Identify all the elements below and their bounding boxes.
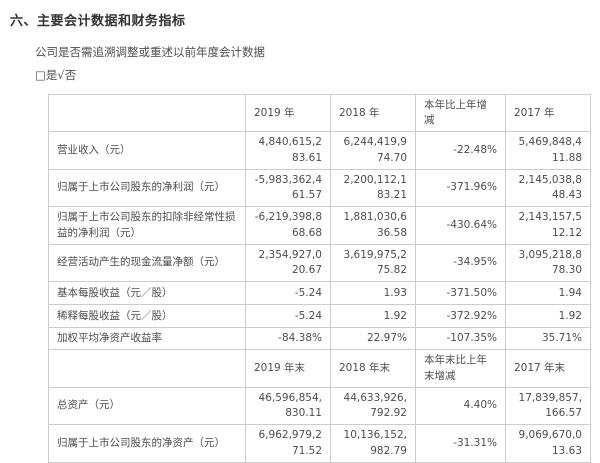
value-2018: 22.97% (330, 327, 416, 351)
table-row-net-profit: 归属于上市公司股东的净利润（元） -5,983,362,461.57 2,200… (48, 168, 591, 208)
value-2019: 4,840,615,283.61 (245, 131, 331, 170)
value-change: -107.35% (415, 327, 506, 351)
value-2017: 2,143,157,512.12 (505, 206, 591, 245)
value-2018: 10,136,152,982.79 (330, 424, 416, 463)
value-2019: -84.38% (245, 327, 331, 351)
value-change: -34.95% (415, 243, 506, 283)
value-change: -31.31% (415, 424, 506, 463)
table-row-weighted-avg-roe: 加权平均净资产收益率 -84.38% 22.97% -107.35% 35.71… (48, 327, 591, 351)
value-2017: 1.92 (505, 304, 591, 329)
value-change: 4.40% (415, 386, 506, 426)
table-row-net-profit-excl-nonrecurring: 归属于上市公司股东的扣除非经常性损益的净利润（元） -6,219,398,868… (48, 206, 591, 245)
value-2017: 5,469,848,411.88 (505, 131, 591, 170)
value-change: -372.92% (415, 304, 506, 329)
table-row-net-assets: 归属于上市公司股东的净资产（元） 6,962,979,271.52 10,136… (48, 424, 591, 463)
value-2019: -6,219,398,868.68 (245, 206, 331, 245)
financial-indicators-table: 2019 年 2018 年 本年比上年增减 2017 年 营业收入（元） 4,8… (48, 93, 591, 463)
value-2018: 1.92 (330, 304, 416, 329)
header-cell-yoy-change: 本年比上年增减 (415, 93, 506, 133)
row-label: 归属于上市公司股东的净利润（元） (48, 168, 246, 208)
value-change: -371.50% (415, 281, 506, 306)
value-2018: 1,881,030,636.58 (330, 206, 416, 245)
value-2018: 3,619,975,275.82 (330, 243, 416, 283)
value-2019: 2,354,927,020.67 (245, 243, 331, 283)
value-2018: 1.93 (330, 281, 416, 306)
value-2018: 2,200,112,183.21 (330, 168, 416, 208)
value-2019: -5,983,362,461.57 (245, 168, 331, 208)
header-cell-2018: 2018 年 (330, 93, 416, 133)
restate-question: 公司是否需追溯调整或重述以前年度会计数据 (35, 45, 265, 59)
header-row-annual: 2019 年 2018 年 本年比上年增减 2017 年 (48, 93, 591, 133)
header-cell-empty (48, 349, 246, 388)
value-2018: 44,633,926,792.92 (330, 386, 416, 426)
value-2019: -5.24 (245, 281, 331, 306)
value-change: -22.48% (415, 131, 506, 170)
value-2017: 35.71% (505, 327, 591, 351)
row-label: 总资产（元） (48, 386, 246, 426)
value-2017: 2,145,038,848.43 (505, 168, 591, 208)
header-cell-empty (48, 93, 246, 133)
value-2019: 6,962,979,271.52 (245, 424, 331, 463)
row-label: 营业收入（元） (48, 131, 246, 170)
value-change: -430.64% (415, 206, 506, 245)
value-2017: 17,839,857,166.57 (505, 386, 591, 426)
header-cell-2017-yearend: 2017 年末 (505, 349, 591, 388)
value-2019: 46,596,854,830.11 (245, 386, 331, 426)
row-label: 加权平均净资产收益率 (48, 327, 246, 351)
value-2017: 3,095,218,878.30 (505, 243, 591, 283)
header-cell-2018-yearend: 2018 年末 (330, 349, 416, 388)
header-cell-2019: 2019 年 (245, 93, 331, 133)
table-row-diluted-eps: 稀释每股收益（元／股） -5.24 1.92 -372.92% 1.92 (48, 304, 591, 329)
row-label: 归属于上市公司股东的扣除非经常性损益的净利润（元） (48, 206, 246, 245)
value-change: -371.96% (415, 168, 506, 208)
header-cell-2017: 2017 年 (505, 93, 591, 133)
header-cell-yearend-change: 本年末比上年末增减 (415, 349, 506, 388)
table-row-basic-eps: 基本每股收益（元／股） -5.24 1.93 -371.50% 1.94 (48, 281, 591, 306)
value-2017: 1.94 (505, 281, 591, 306)
row-label: 基本每股收益（元／股） (48, 281, 246, 306)
table-row-total-assets: 总资产（元） 46,596,854,830.11 44,633,926,792.… (48, 386, 591, 426)
row-label: 归属于上市公司股东的净资产（元） (48, 424, 246, 463)
value-2019: -5.24 (245, 304, 331, 329)
restate-answer-checkboxes: □是√否 (35, 68, 77, 82)
table-row-revenue: 营业收入（元） 4,840,615,283.61 6,244,419,974.7… (48, 131, 591, 170)
header-cell-2019-yearend: 2019 年末 (245, 349, 331, 388)
table-row-operating-cash-flow: 经营活动产生的现金流量净额（元） 2,354,927,020.67 3,619,… (48, 243, 591, 283)
header-row-yearend: 2019 年末 2018 年末 本年末比上年末增减 2017 年末 (48, 349, 591, 388)
financial-report-page: 六、主要会计数据和财务指标 公司是否需追溯调整或重述以前年度会计数据 □是√否 … (0, 10, 600, 463)
row-label: 经营活动产生的现金流量净额（元） (48, 243, 246, 283)
row-label: 稀释每股收益（元／股） (48, 304, 246, 329)
section-title: 六、主要会计数据和财务指标 (10, 14, 186, 29)
value-2017: 9,069,670,013.63 (505, 424, 591, 463)
value-2018: 6,244,419,974.70 (330, 131, 416, 170)
